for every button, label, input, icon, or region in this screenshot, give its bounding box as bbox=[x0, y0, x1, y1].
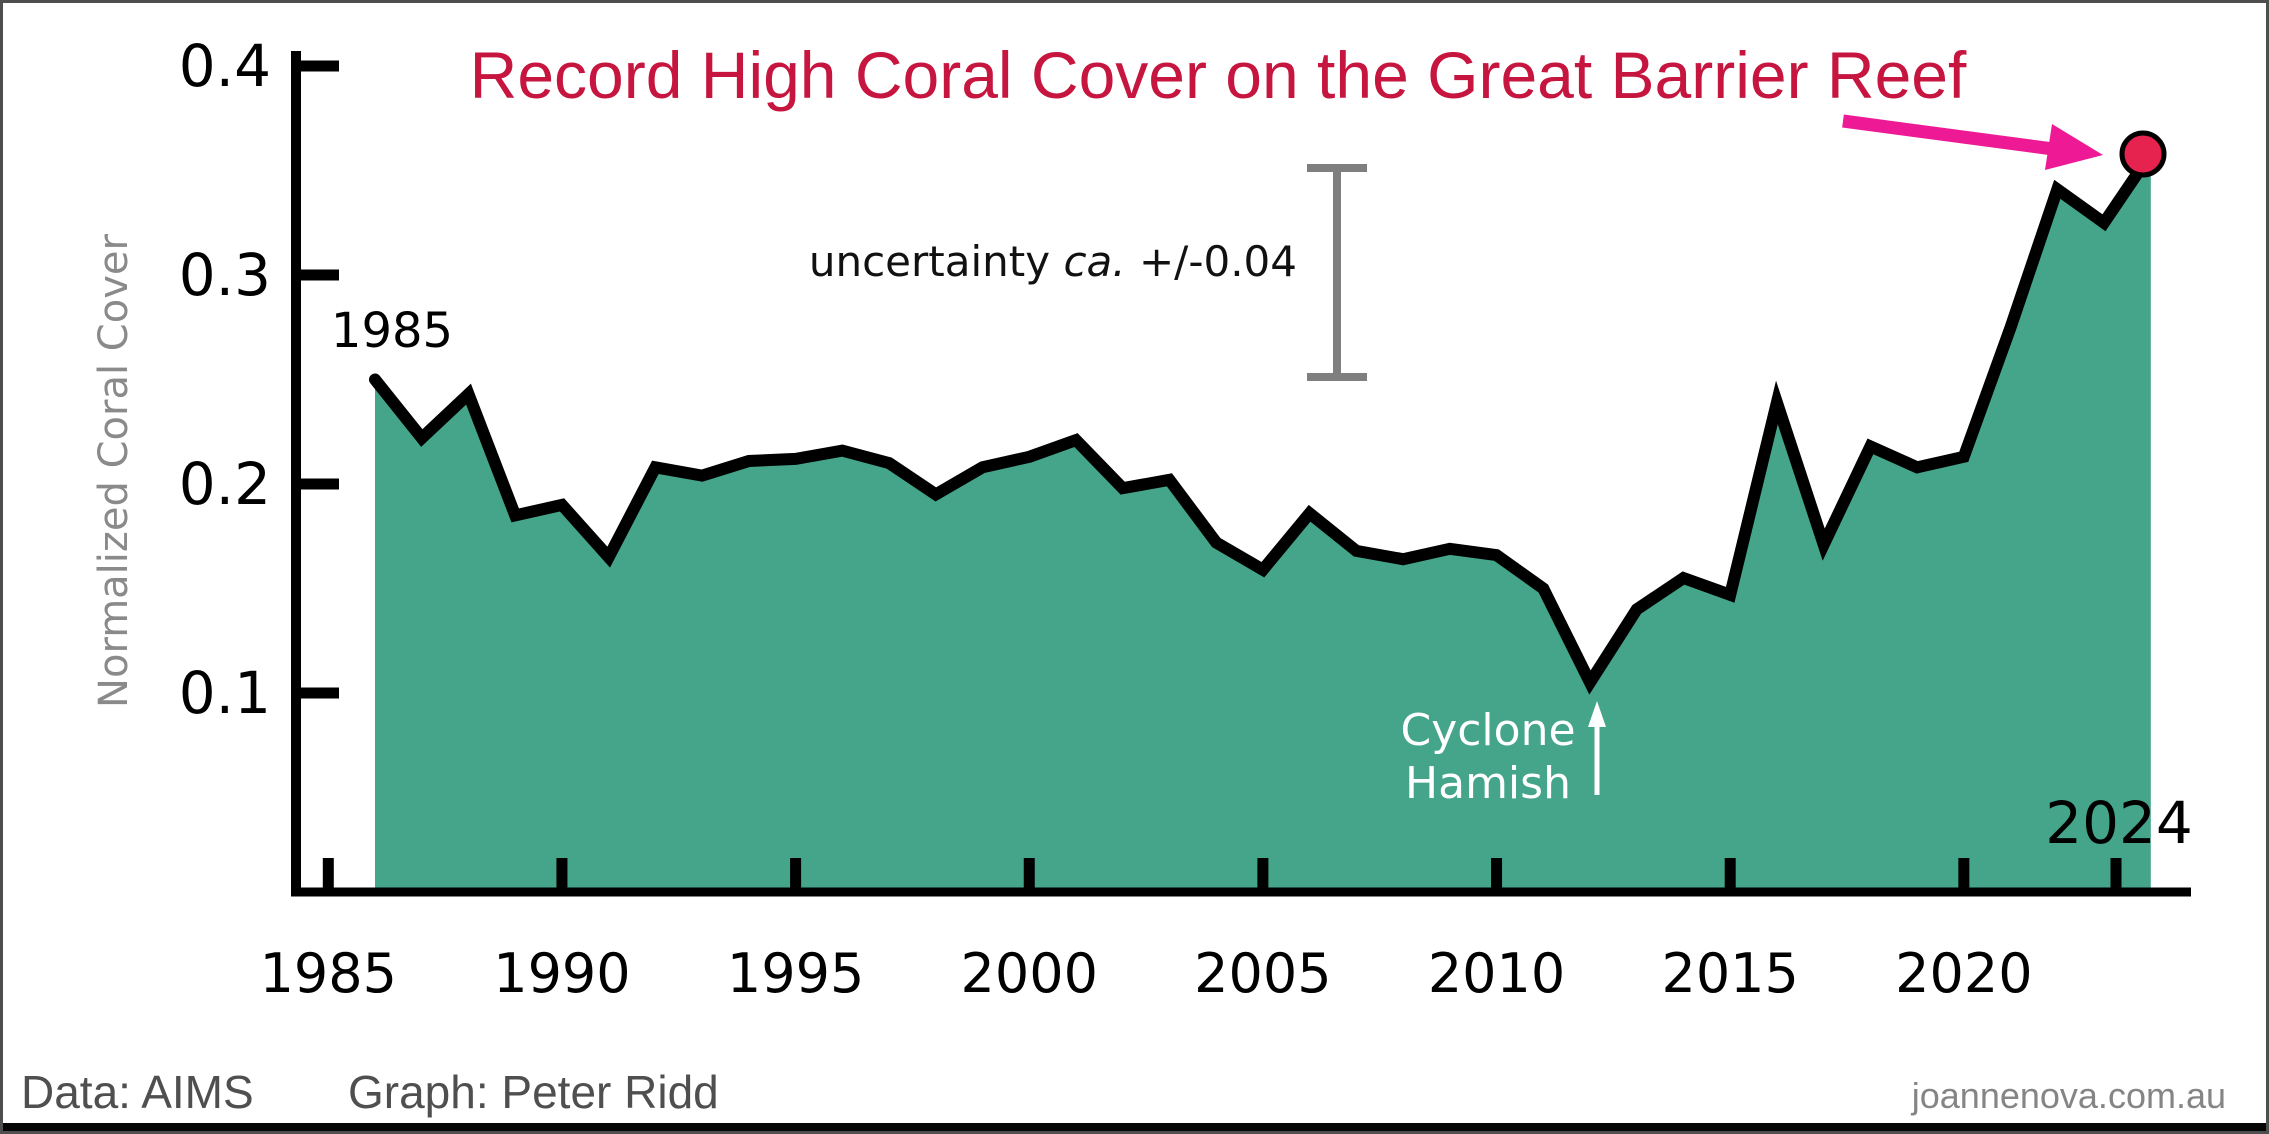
coral-cover-chart-canvas bbox=[291, 51, 2191, 897]
uncertainty-error-bar bbox=[1307, 164, 1367, 381]
cyclone-line1: Cyclone bbox=[1400, 705, 1576, 756]
uncertainty-label: uncertainty ca. +/-0.04 bbox=[809, 239, 1297, 285]
chart-title: Record High Coral Cover on the Great Bar… bbox=[469, 38, 1967, 112]
x-tick-label: 1995 bbox=[726, 942, 865, 1005]
axis-ticks bbox=[296, 60, 2122, 892]
uncertainty-value: +/-0.04 bbox=[1125, 237, 1297, 286]
bottom-border-bar bbox=[3, 1123, 2266, 1131]
cyclone-arrow bbox=[1588, 701, 1606, 795]
cyclone-line2: Hamish bbox=[1405, 758, 1571, 809]
x-tick-label: 2005 bbox=[1194, 942, 1332, 1005]
record-pointer-arrow bbox=[1842, 114, 2103, 170]
x-tick-label: 1990 bbox=[493, 942, 631, 1005]
y-tick-label: 0.3 bbox=[178, 241, 271, 309]
y-tick-label: 0.2 bbox=[178, 450, 271, 518]
data-credit: Data: AIMS bbox=[21, 1066, 254, 1118]
uncertainty-ca: ca. bbox=[1063, 237, 1126, 286]
coral-cover-area bbox=[375, 153, 2151, 893]
record-high-dot bbox=[2119, 130, 2167, 178]
y-tick-label: 0.4 bbox=[178, 32, 271, 100]
x-tick-label: 2000 bbox=[960, 942, 1098, 1005]
coral-cover-line bbox=[369, 147, 2157, 695]
start-year-annotation: 1985 bbox=[330, 303, 454, 359]
end-year-annotation: 2024 bbox=[2045, 789, 2193, 857]
uncertainty-text: uncertainty bbox=[808, 237, 1064, 286]
x-tick-label: 2010 bbox=[1427, 942, 1566, 1005]
x-tick-label: 2015 bbox=[1661, 942, 1799, 1005]
x-tick-label: 1985 bbox=[259, 942, 398, 1005]
graph-credit: Graph: Peter Ridd bbox=[348, 1066, 719, 1118]
x-tick-label: 2020 bbox=[1895, 942, 2033, 1005]
cyclone-hamish-annotation: Cyclone Hamish bbox=[1400, 704, 1575, 810]
watermark: joannenova.com.au bbox=[1911, 1075, 2226, 1116]
y-tick-label: 0.1 bbox=[178, 659, 271, 727]
